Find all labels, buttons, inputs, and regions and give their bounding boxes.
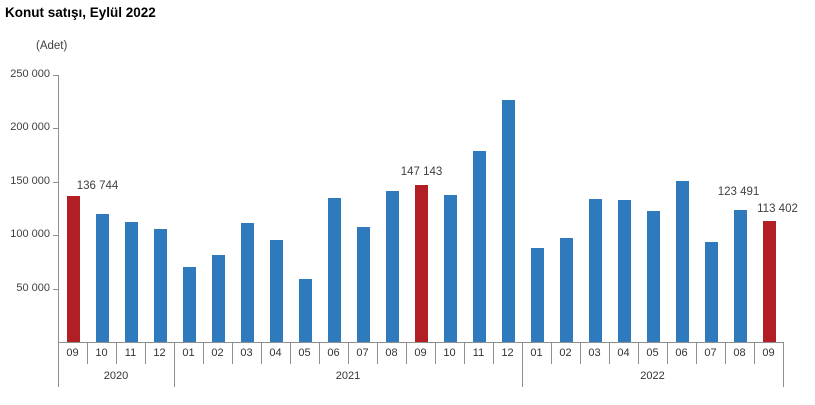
year-boundary-line [783,342,784,387]
bar-2022-01 [531,248,544,342]
bar-2021-03 [241,223,254,342]
bar-2022-06 [676,181,689,342]
bar-2021-10 [444,195,457,342]
month-separator-line [348,342,349,364]
bar-value-label-2021-09: 147 143 [400,166,443,178]
month-separator-line [696,342,697,364]
bar-2021-08 [386,191,399,342]
month-separator-line [667,342,668,364]
bar-2022-05 [647,211,660,342]
year-boundary-line [58,342,59,387]
month-separator-line [116,342,117,364]
bar-value-label-2022-08: 123 491 [717,186,760,198]
y-axis-tick-label: 50 000 [16,281,50,294]
month-label-2021-07: 07 [356,347,369,359]
month-separator-line [435,342,436,364]
y-axis-tick-mark [53,235,58,237]
bar-2022-04 [618,200,631,342]
month-separator-line [551,342,552,364]
bar-2021-05 [299,279,312,342]
y-axis-tick-label: 200 000 [10,121,50,134]
month-separator-line [203,342,204,364]
month-separator-line [232,342,233,364]
month-separator-line [406,342,407,364]
bar-2021-12 [502,100,515,342]
month-separator-line [638,342,639,364]
month-label-2021-02: 02 [211,347,224,359]
year-boundary-line [522,342,523,387]
month-label-2020-10: 10 [95,347,108,359]
month-label-2020-09: 09 [66,347,79,359]
bar-2020-10 [96,214,109,342]
month-separator-line [754,342,755,364]
bar-2021-09 [415,185,428,342]
y-axis-unit-label: (Adet) [36,40,68,52]
month-label-2022-06: 06 [675,347,688,359]
month-label-2021-04: 04 [269,347,282,359]
bar-2022-07 [705,242,718,342]
month-separator-line [725,342,726,364]
month-label-2021-01: 01 [182,347,195,359]
bar-2021-01 [183,267,196,342]
year-label-2020: 2020 [103,370,129,382]
chart-title: Konut satışı, Eylül 2022 [5,5,156,20]
bar-2022-03 [589,199,602,342]
bar-2021-06 [328,198,341,342]
plot-area: 136 744 147 143 123 491 113 402 [58,75,798,343]
month-separator-line [464,342,465,364]
month-separator-line [261,342,262,364]
month-label-2021-08: 08 [385,347,398,359]
month-label-2020-11: 11 [124,347,137,359]
y-axis-tick-label: 100 000 [10,228,50,241]
month-separator-line [290,342,291,364]
bar-2022-08 [734,210,747,342]
month-label-2022-04: 04 [617,347,630,359]
month-label-2021-09: 09 [414,347,427,359]
month-label-2021-11: 11 [472,347,485,359]
y-axis-tick-mark [53,181,58,183]
bar-2022-09 [763,221,776,342]
month-separator-line [145,342,146,364]
bar-2021-04 [270,240,283,342]
x-axis: 09 10 11 12 01 02 03 04 05 06 07 08 09 10 11 12 01 02 03 04… [58,342,785,388]
year-boundary-line [174,342,175,387]
y-axis-tick-label: 150 000 [10,174,50,187]
y-axis-tick-mark [53,75,58,76]
month-label-2022-01: 01 [530,347,543,359]
month-separator-line [580,342,581,364]
month-label-2021-12: 12 [501,347,514,359]
month-label-2022-05: 05 [646,347,659,359]
bar-2021-11 [473,151,486,342]
month-label-2022-03: 03 [588,347,601,359]
month-label-2022-07: 07 [704,347,717,359]
bar-2021-02 [212,255,225,342]
month-label-2022-09: 09 [762,347,775,359]
month-separator-line [319,342,320,364]
month-label-2021-10: 10 [443,347,456,359]
bar-value-label-2022-09: 113 402 [757,203,798,215]
month-separator-line [377,342,378,364]
month-label-2020-12: 12 [153,347,166,359]
bar-value-label-2020-09: 136 744 [76,180,119,192]
month-separator-line [493,342,494,364]
year-label-2021: 2021 [335,370,361,382]
month-label-2021-03: 03 [240,347,253,359]
y-axis-tick-mark [53,288,58,290]
y-axis-tick-mark [53,128,58,130]
bar-2020-09 [67,196,80,342]
month-label-2021-06: 06 [327,347,340,359]
bar-2020-12 [154,229,167,342]
y-axis-tick-label: 250 000 [10,68,50,80]
bar-2021-07 [357,227,370,342]
month-separator-line [609,342,610,364]
month-label-2021-05: 05 [298,347,311,359]
bar-2022-02 [560,238,573,342]
year-label-2022: 2022 [640,370,665,382]
month-separator-line [87,342,88,364]
month-label-2022-02: 02 [559,347,572,359]
bar-2020-11 [125,222,138,342]
month-label-2022-08: 08 [733,347,746,359]
